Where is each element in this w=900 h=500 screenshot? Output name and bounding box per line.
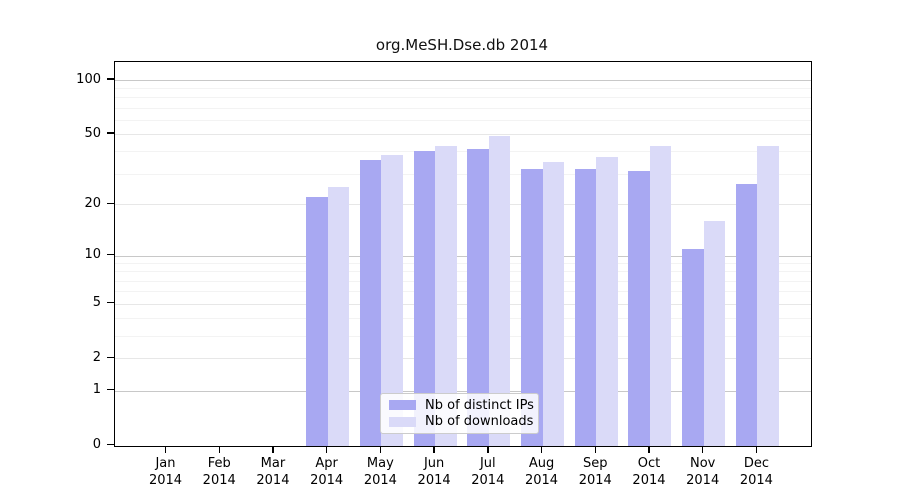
gridline-minor — [115, 317, 811, 319]
y-tick-mark — [107, 388, 114, 391]
gridline-minor — [115, 119, 811, 121]
y-tick-label: 0 — [92, 436, 101, 452]
plot-area — [114, 61, 812, 447]
x-tick-mark — [755, 446, 758, 454]
bar-downloads-nov — [703, 221, 726, 446]
x-tick-label-jan: Jan 2014 — [148, 456, 183, 488]
gridline — [115, 134, 811, 136]
gridline-minor — [115, 291, 811, 293]
gridline-minor — [115, 97, 811, 99]
x-tick-mark — [325, 446, 328, 454]
y-tick-mark — [107, 301, 114, 304]
x-tick-label-feb: Feb 2014 — [202, 456, 236, 488]
x-tick-mark — [487, 446, 489, 454]
bar-downloads-oct — [649, 145, 672, 446]
x-tick-mark — [702, 446, 704, 454]
legend-label: Nb of downloads — [425, 414, 534, 430]
x-tick-label-nov: Nov 2014 — [686, 456, 720, 488]
legend-entry: Nb of distinct IPs — [389, 398, 534, 413]
bar-distinct-ips-nov — [682, 248, 704, 446]
legend-label: Nb of distinct IPs — [425, 397, 534, 413]
x-tick-label-jul: Jul 2014 — [471, 456, 505, 488]
bar-distinct-ips-jun — [413, 151, 436, 446]
gridline-minor — [115, 151, 811, 153]
legend: Nb of distinct IPs Nb of downloads — [380, 393, 539, 434]
gridline-minor — [115, 271, 811, 273]
legend-swatch — [389, 416, 416, 427]
bar-downloads-aug — [542, 161, 565, 446]
x-tick-label-oct: Oct 2014 — [632, 456, 666, 488]
bar-downloads-apr — [327, 187, 350, 446]
gridline — [115, 204, 811, 206]
y-tick-mark — [107, 202, 114, 205]
bar-distinct-ips-jul — [467, 149, 489, 446]
bar-downloads-dec — [757, 145, 779, 446]
bar-downloads-jul — [488, 135, 511, 446]
bar-distinct-ips-dec — [735, 184, 758, 446]
bar-distinct-ips-sep — [574, 168, 597, 446]
gridline-minor — [115, 173, 811, 175]
x-tick-mark — [272, 446, 274, 454]
chart-title: org.MeSH.Dse.db 2014 — [375, 36, 549, 54]
gridline — [115, 358, 811, 360]
y-tick-label: 5 — [92, 295, 101, 311]
x-tick-mark — [164, 446, 167, 454]
y-tick-label: 50 — [84, 125, 101, 141]
x-tick-label-sep: Sep 2014 — [578, 456, 612, 488]
gridline-minor — [115, 88, 811, 90]
gridline-major — [115, 390, 811, 392]
x-tick-mark — [540, 446, 543, 454]
gridline-minor — [115, 280, 811, 282]
x-tick-mark — [594, 446, 596, 454]
bar-downloads-sep — [596, 157, 618, 446]
y-tick-label: 2 — [92, 349, 101, 365]
gridline — [115, 303, 811, 305]
x-tick-label-mar: Mar 2014 — [256, 456, 290, 488]
bar-downloads-may — [381, 155, 403, 446]
x-tick-label-aug: Aug 2014 — [524, 456, 559, 488]
y-tick-mark — [107, 443, 114, 446]
bar-distinct-ips-aug — [521, 168, 543, 446]
bar-distinct-ips-oct — [628, 171, 650, 446]
gridline-major — [115, 80, 811, 81]
bar-distinct-ips-apr — [306, 197, 328, 446]
gridline-minor — [115, 107, 811, 109]
x-tick-label-apr: Apr 2014 — [310, 456, 344, 488]
legend-entry: Nb of downloads — [389, 414, 534, 430]
x-tick-mark — [433, 446, 435, 454]
y-tick-mark — [107, 78, 114, 80]
x-tick-mark — [648, 446, 650, 454]
bar-downloads-jun — [435, 145, 457, 446]
x-tick-label-may: May 2014 — [363, 456, 397, 488]
gridline-major — [115, 255, 811, 257]
x-tick-label-dec: Dec 2014 — [739, 456, 773, 488]
y-tick-mark — [107, 356, 114, 359]
y-tick-label: 10 — [84, 247, 101, 263]
bar-distinct-ips-may — [359, 159, 382, 446]
y-tick-mark — [107, 253, 114, 256]
gridline-minor — [115, 263, 811, 265]
y-tick-mark — [107, 132, 114, 134]
legend-swatch — [389, 400, 416, 411]
y-tick-label: 20 — [84, 195, 101, 211]
x-tick-mark — [218, 446, 220, 454]
gridline-minor — [115, 335, 811, 337]
y-tick-label: 1 — [92, 382, 101, 398]
x-tick-label-jun: Jun 2014 — [417, 456, 451, 488]
x-tick-mark — [379, 446, 382, 454]
y-tick-label: 100 — [76, 71, 101, 87]
